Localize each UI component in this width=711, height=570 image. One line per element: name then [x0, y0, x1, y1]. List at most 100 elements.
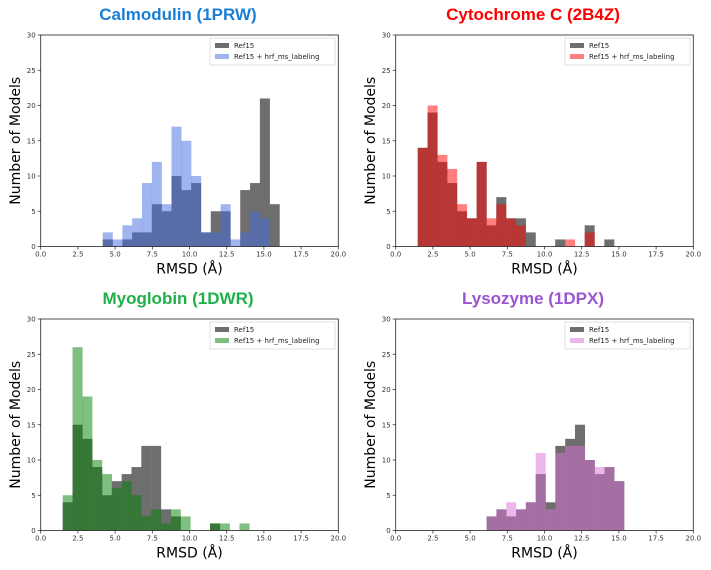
histogram-bar — [82, 396, 93, 531]
legend-box — [564, 37, 691, 66]
y-tick-label: 25 — [27, 67, 36, 75]
histogram-bar — [466, 218, 477, 247]
calmodulin-panel: Calmodulin (1PRW) 0.0 2.5 5.0 7.5 10.0 12.5 15.… — [8, 5, 346, 278]
chart-title: Myoglobin (1DWR) — [102, 289, 253, 308]
x-tick-label: 20.0 — [331, 251, 347, 259]
histogram-bar — [151, 445, 162, 531]
x-tick-label: 0.0 — [390, 251, 401, 259]
legend-box — [209, 321, 336, 350]
legend-label: Ref15 — [589, 326, 609, 334]
legend-swatch — [215, 43, 229, 48]
histogram-bar — [181, 140, 192, 247]
y-tick-label: 10 — [382, 173, 391, 181]
y-axis-label: Number of Models — [363, 361, 379, 489]
y-tick-label: 5 — [31, 208, 35, 216]
legend-label: Ref15 + hrf_ms_labeling — [234, 53, 320, 61]
histogram-bar — [516, 509, 527, 531]
y-tick-label: 0 — [386, 243, 390, 251]
series-ref15-hrf-ms-labeling — [417, 105, 595, 247]
y-tick-label: 15 — [27, 421, 36, 429]
y-tick-label: 0 — [31, 243, 35, 251]
histogram-bar — [151, 509, 162, 531]
x-tick-label: 7.5 — [502, 251, 513, 259]
histogram-bar — [506, 218, 517, 247]
x-tick-label: 5.0 — [110, 535, 121, 543]
y-tick-label: 25 — [382, 67, 391, 75]
x-tick-label: 10.0 — [182, 251, 198, 259]
chart-title: Cytochrome C (2B4Z) — [446, 5, 620, 24]
y-tick-label: 10 — [27, 173, 36, 181]
y-tick-label: 30 — [382, 32, 391, 40]
cytochrome-c-panel: Cytochrome C (2B4Z) 0.0 2.5 5.0 7.5 10.0 12.5 1… — [363, 5, 701, 278]
legend: Ref15 Ref15 + hrf_ms_labeling — [564, 321, 691, 350]
histogram-bar — [506, 502, 517, 531]
legend-label: Ref15 — [234, 42, 254, 50]
histogram-bar — [427, 105, 438, 247]
x-tick-label: 2.5 — [427, 251, 438, 259]
series-ref15-hrf-ms-labeling — [62, 347, 250, 531]
y-tick-label: 15 — [382, 421, 391, 429]
y-axis-label: Number of Models — [8, 361, 24, 489]
x-tick-label: 5.0 — [110, 251, 121, 259]
histogram-bar — [476, 161, 487, 247]
histogram-bar — [141, 516, 152, 531]
legend-swatch — [215, 338, 229, 343]
histogram-bar — [565, 445, 576, 531]
legend-swatch — [570, 54, 584, 59]
legend-box — [564, 321, 691, 350]
y-tick-label: 5 — [386, 492, 390, 500]
y-tick-label: 20 — [27, 102, 36, 110]
x-tick-label: 20.0 — [686, 535, 702, 543]
x-tick-label: 12.5 — [219, 535, 235, 543]
y-tick-label: 0 — [386, 527, 390, 535]
x-tick-label: 2.5 — [427, 535, 438, 543]
histogram-bar — [584, 232, 595, 247]
histogram-bar — [525, 232, 536, 247]
series-ref15-hrf-ms-labeling — [102, 126, 270, 247]
x-tick-label: 5.0 — [465, 535, 476, 543]
x-tick-label: 10.0 — [537, 251, 553, 259]
histogram-bar — [160, 509, 171, 531]
x-tick-label: 10.0 — [537, 535, 553, 543]
chart-title: Calmodulin (1PRW) — [99, 5, 256, 24]
x-tick-label: 17.5 — [648, 251, 664, 259]
y-tick-label: 30 — [27, 316, 36, 324]
y-tick-label: 15 — [382, 137, 391, 145]
histogram-bar — [240, 190, 251, 247]
histogram-bar — [142, 183, 153, 247]
histogram-bar — [210, 211, 221, 247]
histogram-bar — [141, 445, 152, 531]
legend-swatch — [570, 43, 584, 48]
y-tick-label: 25 — [382, 351, 391, 359]
legend-swatch — [215, 327, 229, 332]
x-tick-label: 12.5 — [219, 251, 235, 259]
x-tick-label: 17.5 — [293, 535, 309, 543]
histogram-bar — [220, 204, 231, 247]
histogram-bar — [545, 509, 556, 531]
x-tick-label: 10.0 — [182, 535, 198, 543]
x-tick-label: 15.0 — [256, 535, 272, 543]
legend-swatch — [570, 338, 584, 343]
legend-swatch — [215, 54, 229, 59]
histogram-bar — [457, 204, 468, 247]
histogram-bar — [92, 460, 103, 531]
histogram-bar — [200, 232, 211, 247]
histogram-bar — [219, 523, 230, 531]
histogram-bar — [210, 523, 221, 531]
series-ref15-hrf-ms-labeling — [486, 445, 625, 531]
x-tick-label: 20.0 — [686, 251, 702, 259]
histogram-bar — [447, 168, 458, 247]
histogram-bar — [575, 445, 586, 531]
x-tick-label: 17.5 — [648, 535, 664, 543]
y-axis-label: Number of Models — [8, 77, 24, 205]
histogram-bar — [131, 495, 142, 531]
x-tick-label: 7.5 — [502, 535, 513, 543]
histogram-bar — [555, 452, 566, 531]
histogram-bar — [417, 147, 428, 247]
y-tick-label: 25 — [27, 351, 36, 359]
x-tick-label: 0.0 — [35, 251, 46, 259]
y-tick-label: 5 — [386, 208, 390, 216]
histogram-bar — [565, 239, 576, 247]
histogram-bar — [161, 204, 172, 247]
